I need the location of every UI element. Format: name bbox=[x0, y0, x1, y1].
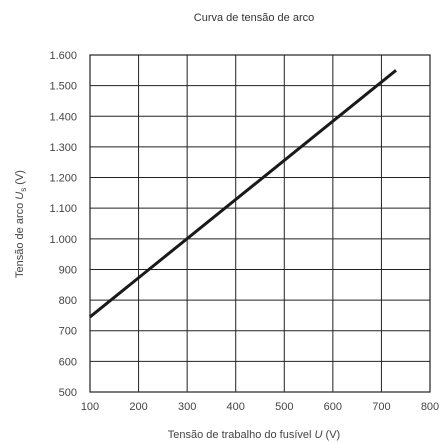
series-line bbox=[89, 69, 397, 319]
x-tick-label: 600 bbox=[324, 401, 342, 413]
y-tick-label: 1.300 bbox=[49, 142, 77, 154]
y-tick-label: 1.600 bbox=[49, 50, 77, 62]
y-tick-label: 700 bbox=[59, 326, 77, 338]
x-axis-ticks: 100 200 300 400 500 600 700 800 bbox=[81, 401, 439, 413]
x-axis-label-symbol: U bbox=[315, 429, 323, 441]
y-axis-label: Tensão de arco Us (V) bbox=[14, 170, 28, 278]
y-tick-label: 1.500 bbox=[49, 81, 77, 93]
y-axis-label-suffix: (V) bbox=[14, 170, 26, 188]
x-tick-label: 500 bbox=[275, 401, 293, 413]
y-tick-label: 1.100 bbox=[49, 203, 77, 215]
x-tick-label: 100 bbox=[81, 401, 99, 413]
y-tick-label: 900 bbox=[59, 264, 77, 276]
y-tick-label: 1.200 bbox=[49, 173, 77, 185]
y-tick-label: 1.000 bbox=[49, 234, 77, 246]
y-tick-label: 500 bbox=[59, 387, 77, 399]
plot-border bbox=[89, 54, 431, 393]
x-tick-label: 400 bbox=[227, 401, 245, 413]
x-tick-label: 300 bbox=[178, 401, 196, 413]
y-axis-label-subscript: s bbox=[19, 188, 28, 192]
y-tick-label: 800 bbox=[59, 295, 77, 307]
series-layer bbox=[89, 69, 397, 319]
x-tick-label: 200 bbox=[129, 401, 147, 413]
x-axis-label: Tensão de trabalho do fusível U (V) bbox=[168, 429, 340, 441]
y-axis-ticks: 500 600 700 800 900 1.000 1.100 1.200 1.300 1.400… bbox=[49, 50, 77, 399]
y-axis-label-symbol: U bbox=[14, 192, 26, 200]
x-axis-label-prefix: Tensão de trabalho do fusível bbox=[168, 429, 315, 441]
grid bbox=[89, 54, 431, 393]
y-tick-label: 1.400 bbox=[49, 111, 77, 123]
x-tick-label: 800 bbox=[421, 401, 439, 413]
x-tick-label: 700 bbox=[372, 401, 390, 413]
x-axis-label-suffix: (V) bbox=[322, 429, 340, 441]
y-axis-label-prefix: Tensão de arco bbox=[14, 200, 26, 278]
y-tick-label: 600 bbox=[59, 356, 77, 368]
chart-title: Curva de tensão de arco bbox=[194, 12, 314, 24]
